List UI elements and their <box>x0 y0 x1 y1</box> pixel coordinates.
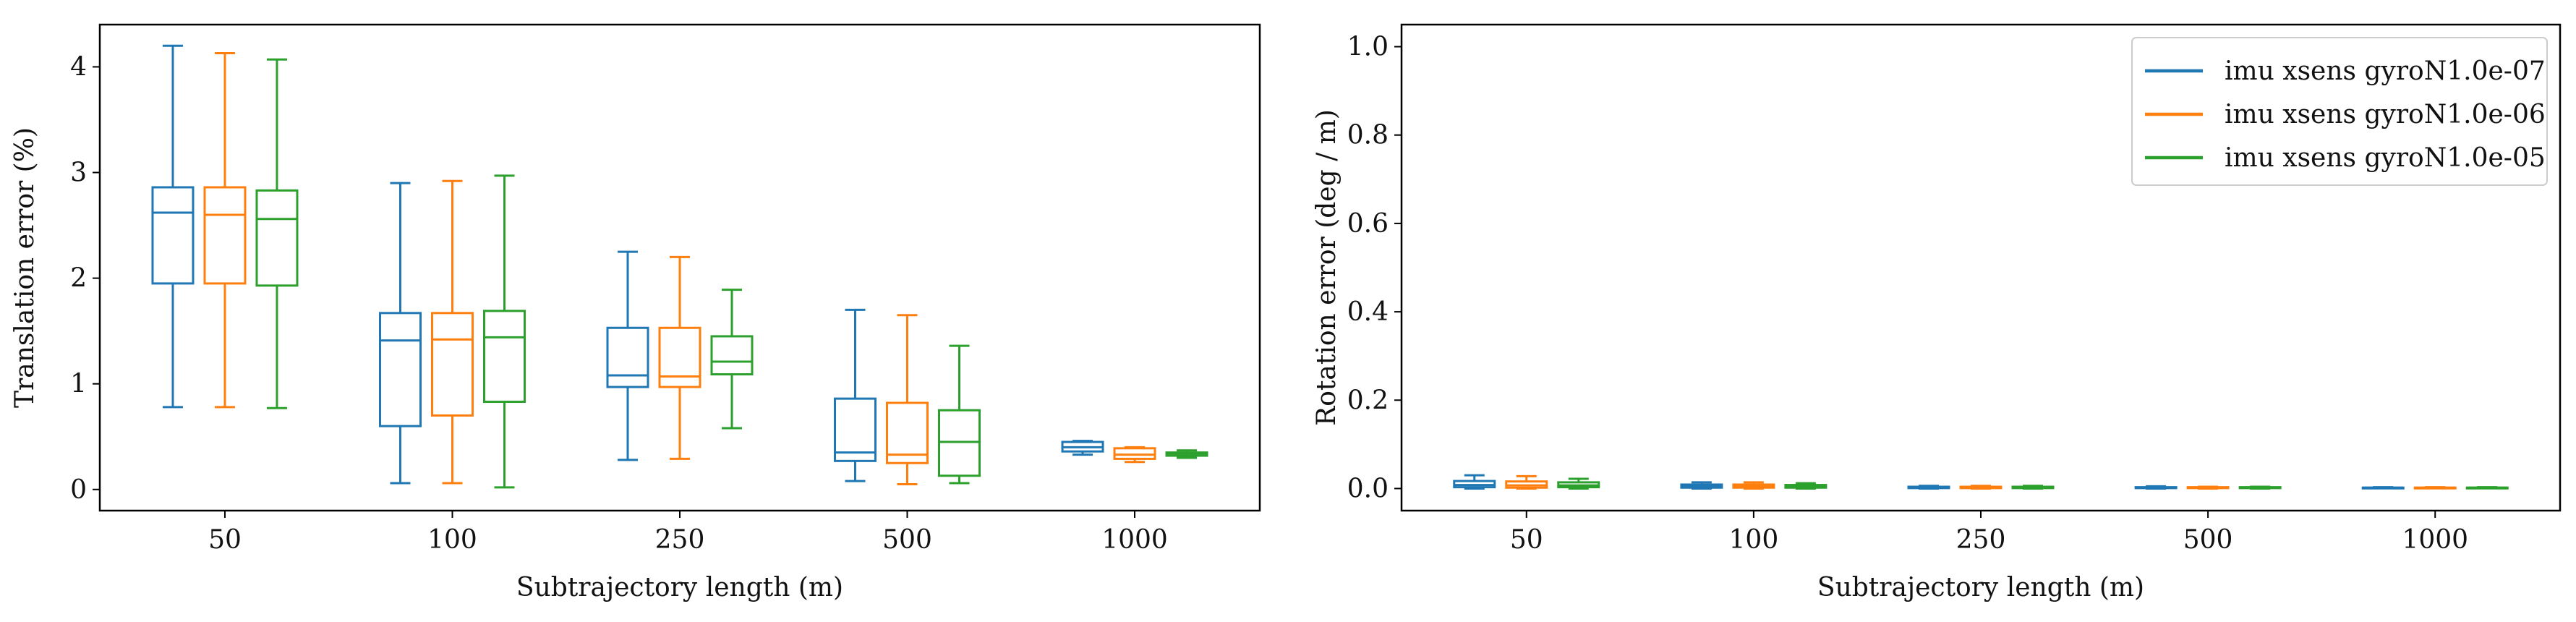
box-iqr <box>834 397 877 462</box>
box-imu-xsens-gyroN1-0e-05-100 <box>482 174 526 489</box>
box-iqr <box>606 326 649 388</box>
x-tick-label: 500 <box>882 525 932 555</box>
y-tick-label: 1.0 <box>1347 33 1389 62</box>
y-tick-label: 0.6 <box>1347 209 1389 239</box>
box-iqr <box>203 186 247 285</box>
y-tick-label: 0 <box>70 475 87 505</box>
box-imu-xsens-gyroN1-0e-07-250 <box>606 250 649 461</box>
box-imu-xsens-gyroN1-0e-06-250 <box>658 255 701 460</box>
box-iqr <box>482 310 526 404</box>
legend-entry-label: imu xsens gyroN1.0e-07 <box>2225 56 2546 86</box>
legend: imu xsens gyroN1.0e-07 imu xsens gyroN1.0… <box>2131 37 2548 186</box>
box-imu-xsens-gyroN1-0e-05-500 <box>938 344 981 485</box>
box-imu-xsens-gyroN1-0e-07-50 <box>1453 474 1496 490</box>
box-iqr <box>710 335 754 376</box>
y-tick-label: 3 <box>70 158 87 188</box>
x-axis-label: Subtrajectory length (m) <box>516 573 843 602</box>
x-axis-label: Subtrajectory length (m) <box>1817 573 2144 602</box>
box-imu-xsens-gyroN1-0e-07-100 <box>378 182 422 485</box>
box-imu-xsens-gyroN1-0e-06-50 <box>203 51 247 409</box>
y-tick-label: 0.8 <box>1347 121 1389 150</box>
y-tick-label: 0.4 <box>1347 297 1389 327</box>
box-imu-xsens-gyroN1-0e-07-500 <box>2134 485 2178 490</box>
box-imu-xsens-gyroN1-0e-06-100 <box>430 179 474 485</box>
box-imu-xsens-gyroN1-0e-05-1000 <box>1165 449 1208 459</box>
box-imu-xsens-gyroN1-0e-06-100 <box>1732 481 1775 490</box>
x-tick-label: 50 <box>1510 525 1543 555</box>
box-imu-xsens-gyroN1-0e-06-1000 <box>1113 446 1156 464</box>
box-imu-xsens-gyroN1-0e-06-250 <box>1959 485 2003 490</box>
x-tick-label: 100 <box>1729 525 1779 555</box>
box-iqr <box>430 312 474 417</box>
box-imu-xsens-gyroN1-0e-07-500 <box>834 308 877 482</box>
y-axis-label: Translation error (%) <box>10 127 40 408</box>
chart-panel-1: 0 1 2 3 4 50 100 250 500 1000 Subtrajectory length… <box>10 23 1261 602</box>
box-imu-xsens-gyroN1-0e-07-250 <box>1907 485 1950 490</box>
box-imu-xsens-gyroN1-0e-05-250 <box>2011 485 2055 490</box>
legend-frame <box>2131 37 2548 186</box>
y-tick-label: 1 <box>70 370 87 399</box>
box-iqr <box>151 186 195 285</box>
box-imu-xsens-gyroN1-0e-06-1000 <box>2413 486 2457 490</box>
box-imu-xsens-gyroN1-0e-07-100 <box>1680 481 1723 490</box>
box-imu-xsens-gyroN1-0e-05-100 <box>1784 482 1827 490</box>
box-imu-xsens-gyroN1-0e-05-50 <box>1557 477 1600 490</box>
legend-entry-label: imu xsens gyroN1.0e-06 <box>2225 100 2546 129</box>
box-imu-xsens-gyroN1-0e-05-1000 <box>2465 486 2509 490</box>
box-imu-xsens-gyroN1-0e-06-500 <box>2186 485 2230 490</box>
x-tick-label: 1000 <box>1101 525 1168 555</box>
x-tick-label: 250 <box>1956 525 2006 555</box>
box-imu-xsens-gyroN1-0e-05-50 <box>255 58 299 409</box>
y-axis-label: Rotation error (deg / m) <box>1312 109 1342 426</box>
box-iqr <box>378 312 422 427</box>
x-tick-label: 1000 <box>2402 525 2468 555</box>
box-imu-xsens-gyroN1-0e-06-50 <box>1505 474 1548 490</box>
legend-entry-label: imu xsens gyroN1.0e-05 <box>2225 143 2546 173</box>
chart-panel-2: 0.0 0.2 0.4 0.6 0.8 1.0 50 100 250 500 1000 Subtraj… <box>1312 23 2562 602</box>
x-tick-label: 50 <box>208 525 242 555</box>
box-iqr <box>658 326 701 388</box>
box-imu-xsens-gyroN1-0e-07-50 <box>151 44 195 409</box>
x-tick-label: 500 <box>2183 525 2233 555</box>
box-imu-xsens-gyroN1-0e-07-1000 <box>1061 440 1104 456</box>
y-tick-label: 0.0 <box>1347 474 1389 503</box>
x-tick-label: 100 <box>427 525 477 555</box>
box-imu-xsens-gyroN1-0e-05-250 <box>710 289 754 430</box>
box-imu-xsens-gyroN1-0e-07-1000 <box>2361 486 2405 490</box>
axes-frame <box>1400 23 2562 512</box>
box-iqr <box>886 401 929 464</box>
y-tick-label: 0.2 <box>1347 385 1389 415</box>
x-tick-label: 250 <box>655 525 705 555</box>
y-tick-label: 4 <box>70 52 87 82</box>
y-tick-label: 2 <box>70 264 87 294</box>
box-imu-xsens-gyroN1-0e-05-500 <box>2238 485 2282 490</box>
box-imu-xsens-gyroN1-0e-06-500 <box>886 314 929 485</box>
axes-frame <box>98 23 1261 512</box>
box-iqr <box>255 189 299 287</box>
